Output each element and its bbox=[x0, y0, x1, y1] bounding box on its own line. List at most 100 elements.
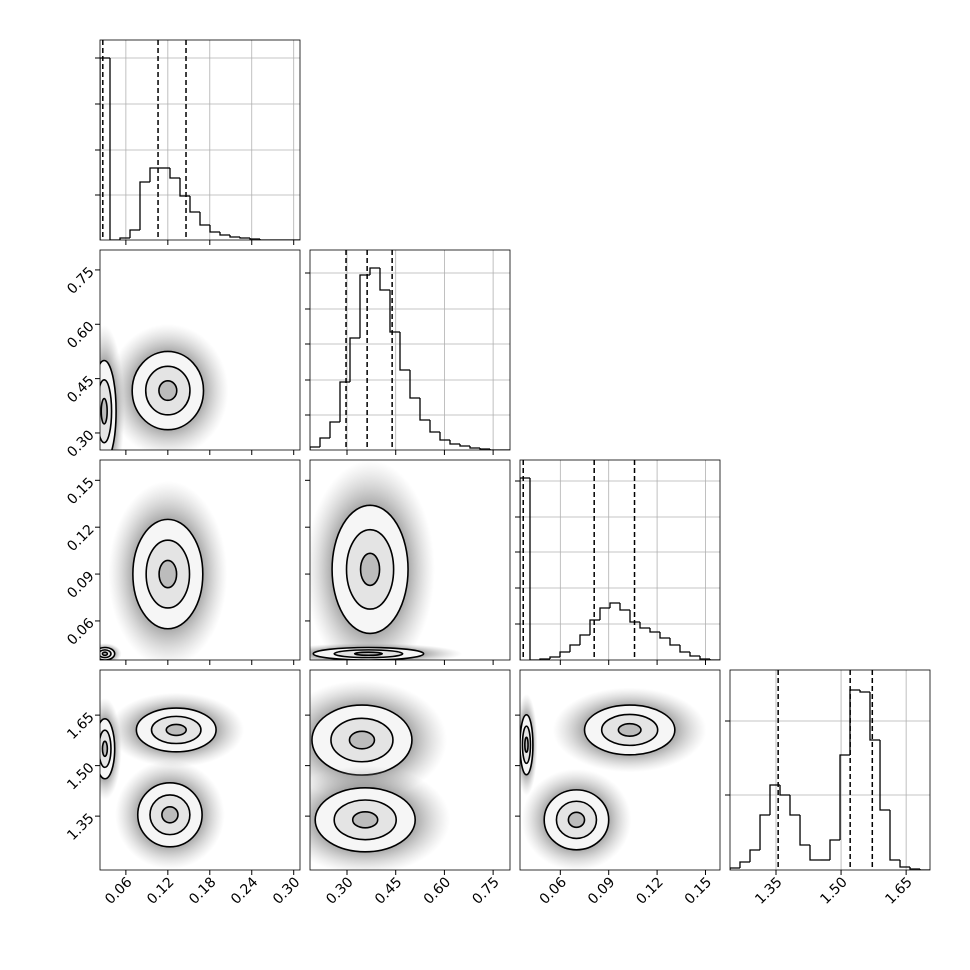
density bbox=[100, 324, 229, 450]
panel-frame bbox=[309, 669, 511, 871]
hist-bin bbox=[369, 267, 380, 275]
hist-bin bbox=[699, 656, 710, 660]
hist-bin bbox=[730, 867, 740, 870]
panel-frame bbox=[729, 669, 931, 871]
x-tick-label: 0.18 bbox=[186, 874, 219, 907]
hist-bin bbox=[149, 167, 160, 182]
contour bbox=[158, 379, 178, 402]
x-tick-label: 0.75 bbox=[469, 874, 502, 907]
y-tick-label: 1.65 bbox=[64, 709, 97, 742]
hist-bin bbox=[389, 290, 400, 333]
hist-bin bbox=[379, 268, 390, 291]
x-tick-label: 0.15 bbox=[682, 874, 715, 907]
hist-bin bbox=[319, 437, 330, 447]
hist-bin bbox=[559, 651, 570, 657]
histogram bbox=[100, 40, 300, 240]
hist-bin bbox=[859, 690, 870, 693]
contour bbox=[101, 651, 109, 657]
panel-frame bbox=[99, 459, 301, 661]
hist-bin bbox=[769, 784, 781, 815]
hist-bin bbox=[229, 235, 240, 238]
panel-frame bbox=[309, 459, 511, 661]
hist-bin bbox=[359, 274, 370, 338]
hist-bin bbox=[899, 860, 910, 868]
hist-bin bbox=[209, 225, 220, 233]
y-tick-label: 0.75 bbox=[64, 264, 97, 297]
hist-bin bbox=[569, 644, 580, 652]
hist-bin bbox=[579, 634, 590, 645]
hist-bin bbox=[669, 638, 680, 646]
hist-bin bbox=[889, 810, 901, 861]
hist-bin bbox=[619, 603, 630, 611]
x-tick-label: 1.50 bbox=[817, 874, 850, 907]
x-tick-label: 0.09 bbox=[585, 874, 618, 907]
x-tick-label: 0.06 bbox=[537, 874, 570, 907]
hist-bin bbox=[199, 212, 210, 226]
hist-bin bbox=[799, 815, 810, 846]
hist-bin bbox=[709, 659, 720, 660]
hist-bin bbox=[639, 622, 650, 629]
hist-bin bbox=[119, 237, 130, 240]
hist-bin bbox=[259, 239, 270, 240]
hist-bin bbox=[549, 656, 560, 659]
hist-bin bbox=[829, 839, 841, 860]
contour bbox=[359, 552, 381, 587]
density bbox=[520, 687, 707, 870]
panel-frame bbox=[99, 249, 301, 451]
hist-bin bbox=[649, 628, 660, 633]
hist-bin bbox=[449, 440, 460, 445]
hist-bin bbox=[469, 446, 480, 449]
contour bbox=[567, 811, 586, 829]
contour bbox=[617, 722, 642, 737]
x-tick-label: 0.30 bbox=[323, 874, 356, 907]
y-tick-label: 0.15 bbox=[64, 475, 97, 508]
x-tick-label: 0.45 bbox=[372, 874, 405, 907]
hist-bin bbox=[879, 740, 890, 811]
x-tick-label: 0.12 bbox=[633, 874, 666, 907]
y-tick-label: 0.06 bbox=[64, 615, 97, 648]
panel-frame bbox=[519, 669, 721, 871]
hist-bin bbox=[839, 754, 850, 840]
panel-frame bbox=[99, 669, 301, 871]
hist-bin bbox=[439, 432, 450, 441]
hist-bin bbox=[409, 370, 420, 399]
x-tick-label: 0.06 bbox=[102, 874, 135, 907]
y-tick-label: 0.60 bbox=[64, 319, 97, 352]
hist-bin bbox=[310, 446, 320, 450]
hist-bin bbox=[429, 420, 440, 433]
hist-bin bbox=[179, 178, 190, 197]
contour bbox=[158, 559, 178, 589]
hist-bin bbox=[129, 229, 140, 238]
y-tick-label: 0.45 bbox=[64, 373, 97, 406]
hist-bin bbox=[459, 444, 470, 447]
x-tick-label: 0.24 bbox=[228, 874, 261, 907]
histogram bbox=[520, 460, 720, 660]
x-tick-label: 1.65 bbox=[882, 874, 915, 907]
hist-bin bbox=[339, 381, 350, 422]
hist-bin bbox=[809, 845, 821, 861]
hist-bin bbox=[479, 448, 490, 450]
hist-bin bbox=[689, 652, 700, 657]
hist-bin bbox=[779, 785, 790, 796]
hist-bin bbox=[599, 607, 610, 620]
contour bbox=[524, 736, 529, 754]
hist-bin bbox=[529, 478, 540, 660]
y-tick-label: 1.50 bbox=[64, 760, 97, 793]
density bbox=[310, 680, 451, 870]
hist-bin bbox=[239, 237, 250, 239]
hist-bin bbox=[909, 867, 921, 870]
density bbox=[100, 481, 228, 660]
hist-bin bbox=[789, 795, 801, 816]
hist-bin bbox=[399, 332, 410, 371]
contour bbox=[353, 651, 384, 657]
density bbox=[100, 692, 244, 870]
x-tick-label: 0.30 bbox=[270, 874, 303, 907]
hist-bin bbox=[109, 58, 120, 240]
histogram bbox=[310, 250, 510, 450]
hist-bin bbox=[659, 632, 670, 639]
hist-bin bbox=[219, 232, 230, 236]
hist-bin bbox=[419, 398, 430, 421]
y-tick-label: 1.35 bbox=[64, 810, 97, 843]
x-tick-label: 0.60 bbox=[421, 874, 454, 907]
panel-frame bbox=[309, 249, 511, 451]
